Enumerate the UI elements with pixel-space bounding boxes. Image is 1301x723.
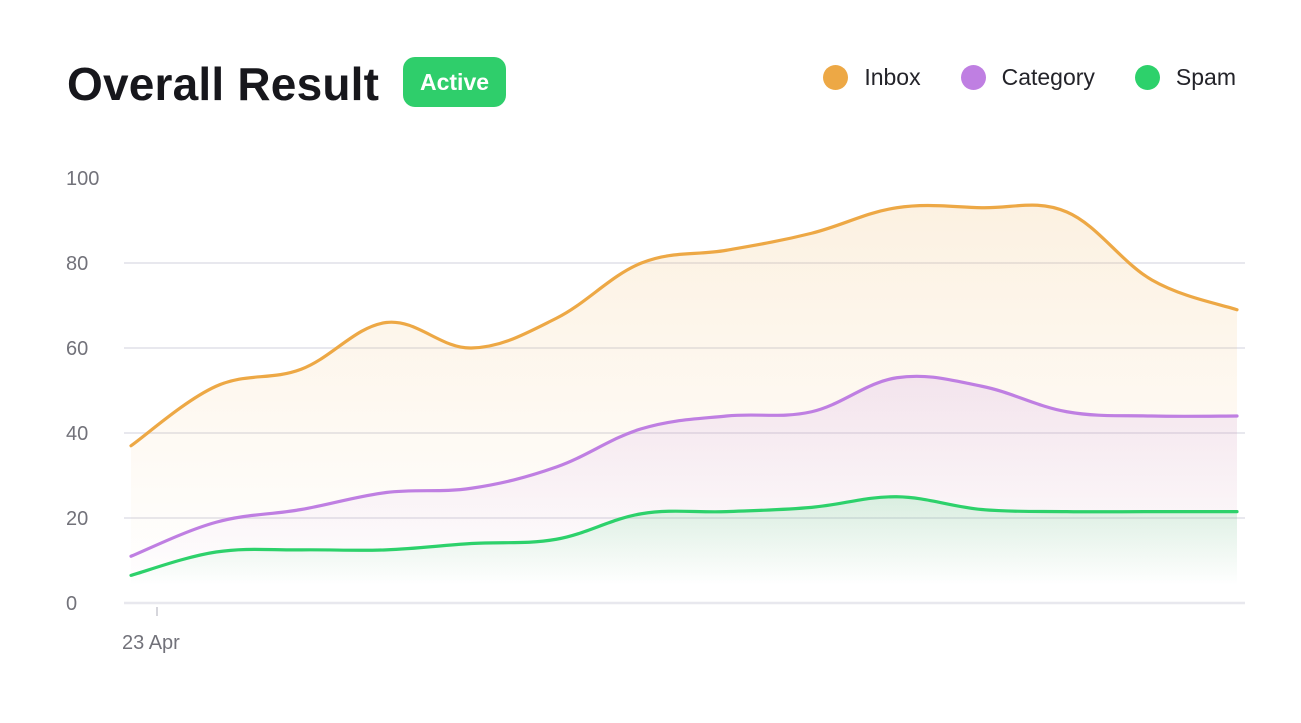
y-tick-label: 0 <box>66 593 77 615</box>
line-category[interactable] <box>129 374 1239 558</box>
legend-label-category: Category <box>1001 64 1095 90</box>
y-tick-label: 80 <box>66 253 88 275</box>
legend-item-spam[interactable]: Spam <box>1134 62 1236 92</box>
y-axis-ticks: 0 20 40 60 80 100 <box>66 168 99 615</box>
x-axis-ticks: 23 Apr <box>122 607 180 654</box>
legend-item-category[interactable]: Category <box>960 62 1095 92</box>
series-lines <box>129 203 1239 577</box>
chart-legend: Inbox Category Spam <box>823 62 1236 92</box>
status-badge: Active <box>403 57 507 107</box>
legend-label-inbox: Inbox <box>864 64 921 90</box>
area-spam <box>131 496 1237 585</box>
line-spam[interactable] <box>129 495 1239 577</box>
y-tick-label: 20 <box>66 508 88 530</box>
y-tick-label: 60 <box>66 338 88 360</box>
legend-item-inbox[interactable]: Inbox <box>823 62 921 92</box>
line-inbox[interactable] <box>129 203 1239 448</box>
x-tick-label: 23 Apr <box>122 632 180 654</box>
legend-dot-spam <box>1134 64 1160 90</box>
chart-header: Overall Result Active Inbox Category Spa… <box>67 52 1241 116</box>
chart-title: Overall Result <box>67 58 380 110</box>
y-tick-label: 40 <box>66 423 88 445</box>
legend-label-spam: Spam <box>1175 64 1236 90</box>
legend-dot-inbox <box>823 64 849 90</box>
legend-dot-category <box>960 64 986 90</box>
y-tick-label: 100 <box>66 168 99 190</box>
